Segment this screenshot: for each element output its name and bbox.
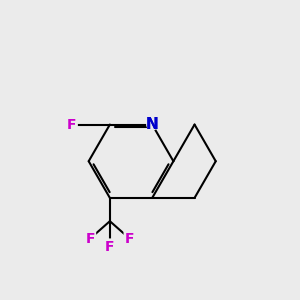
Text: F: F [85,232,95,246]
Circle shape [147,119,158,130]
Text: F: F [125,232,134,246]
Text: F: F [105,240,115,254]
Text: F: F [67,118,76,131]
Text: N: N [146,117,159,132]
Text: N: N [146,117,159,132]
